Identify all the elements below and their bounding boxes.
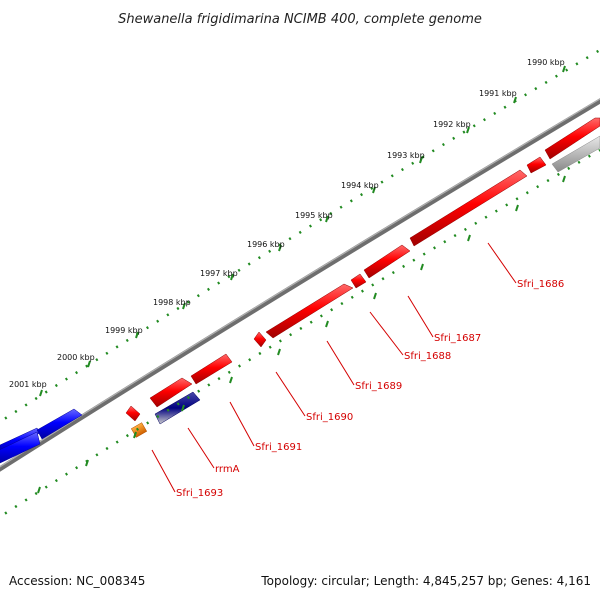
kbp-label: 1994 kbp (341, 181, 379, 190)
blue-gene-2[interactable] (36, 408, 83, 440)
outer-ruler (0, 48, 600, 424)
ruler-tick (230, 273, 234, 281)
gene-arrow-red[interactable] (526, 156, 547, 174)
leader-line (407, 295, 434, 338)
gene-arrow-red-small[interactable] (253, 331, 267, 348)
genome-backbone-highlight (0, 98, 600, 468)
label-leaders (151, 242, 517, 493)
gene-labels: Sfri_1686 Sfri_1687 Sfri_1688 Sfri_1689 … (176, 279, 564, 499)
ruler-tick (467, 234, 471, 242)
leader-line (326, 340, 355, 386)
ruler-tick (373, 292, 377, 300)
ruler-tick (419, 156, 423, 164)
ruler-tick (466, 126, 470, 134)
leader-line (187, 427, 215, 469)
leader-line (369, 311, 404, 356)
ruler-tick (181, 404, 185, 412)
gene-arrow-red[interactable] (350, 273, 367, 289)
leader-line (487, 242, 517, 284)
gene-arrow-red[interactable] (149, 377, 193, 408)
ruler-tick (420, 263, 424, 271)
ruler-tick (87, 360, 91, 368)
ruler-tick (85, 459, 89, 467)
reverse-genes (125, 135, 600, 438)
kbp-label: 1999 kbp (105, 326, 143, 335)
ruler-tick (277, 348, 281, 356)
ruler-tick (515, 204, 519, 212)
ruler-tick (133, 431, 137, 439)
kbp-label: 2000 kbp (57, 353, 95, 362)
ruler-tick (229, 376, 233, 384)
genome-title: Shewanella frigidimarina NCIMB 400, comp… (118, 12, 482, 27)
inner-ruler-major-ticks (37, 175, 566, 494)
ruler-tick (372, 186, 376, 194)
ruler-tick (325, 215, 329, 223)
ruler-tick (562, 65, 566, 73)
kbp-label: 1991 kbp (479, 89, 517, 98)
leader-line (229, 401, 255, 447)
forward-genes (0, 117, 600, 464)
gene-label-sfri-1689[interactable]: Sfri_1689 (355, 381, 402, 392)
blue-gene-1[interactable] (0, 431, 41, 464)
ruler-tick (278, 244, 282, 252)
grey-gene[interactable] (551, 135, 600, 173)
ruler-tick (325, 320, 329, 328)
gene-label-sfri-1691[interactable]: Sfri_1691 (255, 442, 302, 453)
outer-ruler-major-ticks (39, 65, 566, 397)
ruler-tick (182, 302, 186, 310)
gene-label-sfri-1693[interactable]: Sfri_1693 (176, 488, 223, 499)
ruler-tick (135, 331, 139, 339)
ruler-tick (513, 96, 517, 104)
inner-ruler (0, 148, 600, 519)
orange-gene[interactable] (130, 422, 148, 438)
gene-label-sfri-1687[interactable]: Sfri_1687 (434, 333, 481, 344)
kbp-label: 1997 kbp (200, 269, 238, 278)
kbp-label: 1992 kbp (433, 120, 471, 129)
gene-arrow-red[interactable] (409, 169, 528, 247)
gene-arrow-red[interactable] (190, 353, 233, 385)
gene-label-sfri-1688[interactable]: Sfri_1688 (404, 351, 451, 362)
gene-label-sfri-1690[interactable]: Sfri_1690 (306, 412, 353, 423)
topology-text: Topology: circular; Length: 4,845,257 bp… (260, 574, 591, 588)
kbp-label: 2001 kbp (9, 380, 47, 389)
ruler-tick (562, 175, 566, 183)
kbp-label: 1995 kbp (295, 211, 333, 220)
gene-arrow-red[interactable] (544, 117, 600, 160)
kbp-label: 1998 kbp (153, 298, 191, 307)
kbp-labels: 1990 kbp 1991 kbp 1992 kbp 1993 kbp 1994… (9, 58, 565, 389)
gene-label-rrma[interactable]: rrmA (215, 464, 240, 475)
kbp-label: 1993 kbp (387, 151, 425, 160)
navy-gene[interactable] (154, 391, 201, 425)
gene-arrow-red[interactable] (363, 244, 411, 279)
ruler-tick (37, 486, 41, 494)
leader-line (151, 449, 176, 493)
kbp-label: 1996 kbp (247, 240, 285, 249)
genome-backbone (0, 98, 600, 472)
ruler-tick (39, 389, 43, 397)
accession-text: Accession: NC_008345 (9, 574, 145, 588)
gene-label-sfri-1686[interactable]: Sfri_1686 (517, 279, 564, 290)
gene-arrow-red-small[interactable] (125, 405, 141, 422)
leader-line (275, 371, 306, 417)
gene-arrow-red[interactable] (265, 283, 354, 339)
kbp-label: 1990 kbp (527, 58, 565, 67)
